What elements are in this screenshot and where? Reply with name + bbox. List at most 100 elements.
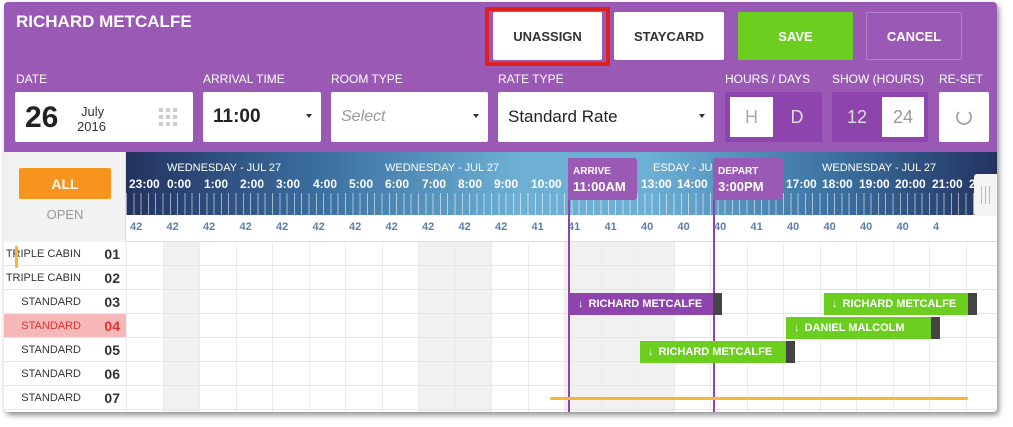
timeline-tick-marks [126,193,997,215]
save-button[interactable]: SAVE [738,12,853,60]
arrive-marker[interactable]: ARRIVE 11:00AM [568,158,637,200]
guest-name-title: RICHARD METCALFE [16,12,192,31]
timeline-hour-label: 1:00 [204,177,229,191]
grid-row[interactable] [126,338,997,362]
chevron-down-icon [699,114,705,118]
date-picker[interactable]: 26 July 2016 [15,92,193,142]
grid-column [783,242,820,412]
room-list: TRIPLE CABIN 01 TRIPLE CABIN 02 STANDARD 03 ST… [4,242,126,412]
room-type: TRIPLE CABIN [5,248,81,260]
occupancy-count: 41 [604,221,617,233]
drag-handle[interactable] [968,293,977,315]
staycard-button[interactable]: STAYCARD [614,12,724,60]
room-type: STANDARD [21,368,81,380]
room-row[interactable]: STANDARD 03 [4,290,126,314]
room-row[interactable]: STANDARD 04 [4,314,126,338]
filter-all-button[interactable]: ALL [19,168,111,199]
reservation-guest: DANIEL MALCOLM [804,322,905,334]
scroll-handle[interactable] [974,174,997,216]
unassign-button[interactable]: UNASSIGN [493,12,602,60]
arrival-time-label: ARRIVAL TIME [203,72,285,86]
room-type: TRIPLE CABIN [5,272,81,284]
grid-row[interactable] [126,266,997,290]
room-row[interactable]: STANDARD 05 [4,338,126,362]
depart-marker[interactable]: DEPART 3:00PM [713,158,783,200]
timeline-hour-label: 9:00 [494,177,519,191]
calendar-grid-icon[interactable] [159,108,177,126]
drag-handle[interactable] [931,317,940,339]
filter-open-button[interactable]: OPEN [46,206,84,222]
grid-column [491,242,528,412]
occupancy-count: 41 [531,221,544,233]
occupancy-count: 42 [422,221,435,233]
grid-row[interactable] [126,362,997,386]
occupancy-count: 42 [312,221,325,233]
room-row[interactable]: TRIPLE CABIN 01 [4,242,126,266]
reservation-bar[interactable]: ↓ RICHARD METCALFE [824,293,968,315]
timeline-hour-label: 3:00 [276,177,301,191]
depart-line [713,158,715,412]
occupancy-count: 4 [933,221,940,233]
grid-row[interactable] [126,386,997,410]
depart-time: 3:00PM [718,179,764,194]
grid-column [126,242,163,412]
show-24-option[interactable]: 24 [882,97,924,137]
timeline-hour-label: 4:00 [313,177,338,191]
room-number: 05 [104,342,120,358]
cancel-button[interactable]: CANCEL [866,12,962,60]
row-indicator [15,246,18,268]
grid-column [710,242,747,412]
grid-column [454,242,491,412]
reservation-bar[interactable]: ↓ DANIEL MALCOLM [786,317,931,339]
days-option[interactable]: D [790,106,804,127]
room-row[interactable]: STANDARD 07 [4,386,126,410]
availability-window: RICHARD METCALFE UNASSIGN STAYCARD SAVE … [4,2,997,412]
grid-column [527,242,565,412]
occupancy-count: 42 [166,221,179,233]
room-type-select[interactable]: Select [331,92,488,142]
grid-column [418,242,455,412]
hours-days-label: HOURS / DAYS [725,72,811,86]
grid-column [162,242,199,412]
room-row[interactable]: STANDARD 06 [4,362,126,386]
grid-row[interactable] [126,314,997,338]
timeline-hour-label: 2:00 [240,177,265,191]
grid-column [199,242,236,412]
timeline-date-label: WEDNESDAY - JUL 27 [167,162,282,174]
occupancy-count: 42 [495,221,508,233]
occupancy-count: 42 [276,221,289,233]
rate-type-select[interactable]: Standard Rate [498,92,714,142]
reservation-bar[interactable]: ↓ RICHARD METCALFE [570,293,713,315]
grid-row[interactable] [126,242,997,266]
occupancy-count: 42 [349,221,362,233]
reset-button[interactable] [939,92,989,142]
hours-days-toggle: H D [725,92,822,142]
occupancy-count: 40 [787,221,800,233]
timeline-hour-label: 17:00 [786,177,817,191]
reservation-guest: RICHARD METCALFE [842,298,957,310]
reservation-guest: RICHARD METCALFE [588,298,703,310]
timeline-hour-label: 7:00 [422,177,447,191]
drag-handle[interactable] [786,341,795,363]
timeline-hour-label: 19:00 [859,177,890,191]
grid-row[interactable] [126,290,997,314]
arrow-down-icon: ↓ [794,322,800,334]
drag-handle[interactable] [713,293,722,315]
hours-option[interactable]: H [730,97,773,137]
timeline-hour-label: 10:00 [531,177,562,191]
show-12-option[interactable]: 12 [846,106,868,127]
occupancy-row: 42 42 42 42 42 42 42 42 42 42 42 41 41 41 40 40 40 41 40 40… [126,215,997,242]
timeline-hour-label: 14:00 [677,177,708,191]
refresh-icon [956,109,972,125]
header-bar: RICHARD METCALFE UNASSIGN STAYCARD SAVE … [4,2,997,152]
horizontal-scrollbar[interactable] [550,397,968,400]
occupancy-count: 40 [641,221,654,233]
timeline-hour-label: 0:00 [167,177,192,191]
arrival-time-select[interactable]: 11:00 [203,92,321,142]
reservation-bar[interactable]: ↓ RICHARD METCALFE [640,341,786,363]
room-number: 03 [104,294,120,310]
room-row[interactable]: TRIPLE CABIN 02 [4,266,126,290]
unassign-highlight [485,7,610,66]
grid-column [564,242,601,412]
room-type: STANDARD [21,320,81,332]
